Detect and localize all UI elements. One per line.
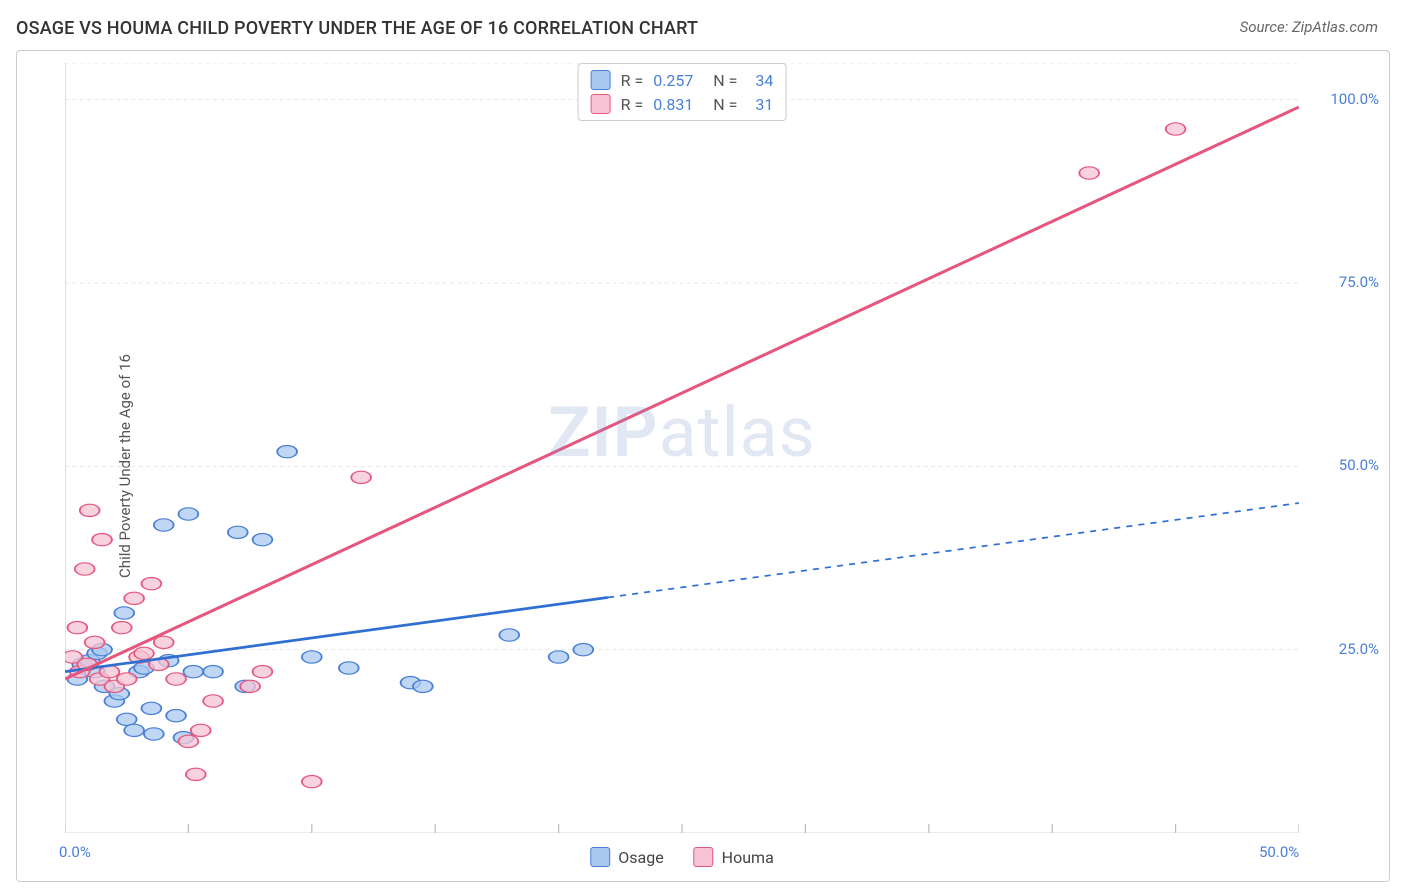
legend-item-osage: Osage	[590, 847, 663, 867]
legend-swatch-houma	[694, 847, 714, 867]
swatch-houma	[591, 94, 611, 114]
stats-row-houma: R = 0.831 N = 31	[591, 92, 774, 116]
source-attribution: Source: ZipAtlas.com	[1240, 18, 1378, 36]
stats-row-osage: R = 0.257 N = 34	[591, 68, 774, 92]
series-legend: Osage Houma	[590, 847, 774, 867]
x-tick-label: 0.0%	[59, 843, 91, 861]
legend-item-houma: Houma	[694, 847, 774, 867]
swatch-osage	[591, 70, 611, 90]
legend-swatch-osage	[590, 847, 610, 867]
chart-header: OSAGE VS HOUMA CHILD POVERTY UNDER THE A…	[0, 0, 1406, 43]
x-tick-label: 50.0%	[1259, 843, 1299, 861]
y-tick-label: 50.0%	[1309, 456, 1379, 474]
chart-container: Child Poverty Under the Age of 16 ZIPatl…	[16, 50, 1390, 882]
y-tick-label: 25.0%	[1309, 640, 1379, 658]
y-tick-label: 75.0%	[1309, 273, 1379, 291]
y-tick-label: 100.0%	[1309, 90, 1379, 108]
chart-title: OSAGE VS HOUMA CHILD POVERTY UNDER THE A…	[16, 18, 698, 39]
correlation-stats-legend: R = 0.257 N = 34 R = 0.831 N = 31	[578, 63, 787, 121]
chart-svg	[65, 63, 1299, 833]
plot-area: ZIPatlas R = 0.257 N = 34 R = 0.831 N = …	[65, 63, 1299, 833]
